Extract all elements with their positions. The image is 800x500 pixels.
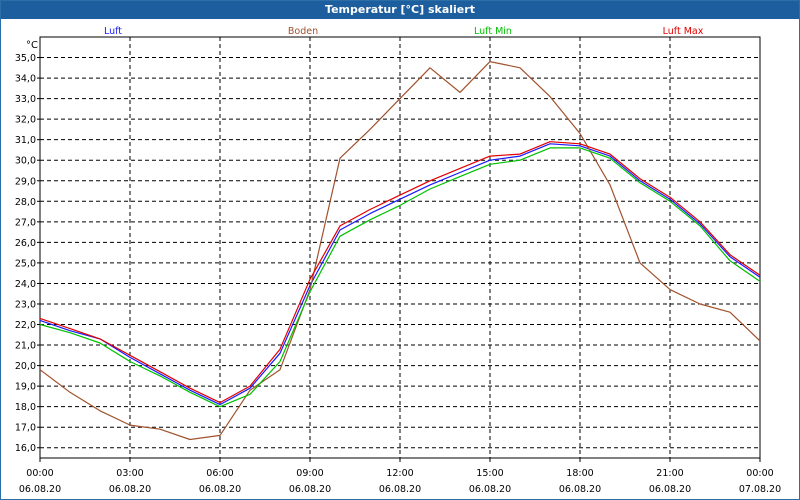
x-tick-date-label: 07.08.20 [739,484,781,495]
y-tick-label: 27,0 [15,217,36,228]
x-tick-time-label: 18:00 [566,468,593,479]
x-tick-time-label: 12:00 [386,468,413,479]
y-tick-label: 19,0 [15,382,36,393]
y-tick-label: 29,0 [15,176,36,187]
x-tick-time-label: 09:00 [296,468,323,479]
x-tick-time-label: 00:00 [746,468,773,479]
y-tick-label: 35,0 [15,53,36,64]
legend-entry: Boden [288,26,318,37]
y-tick-label: 34,0 [15,74,36,85]
grid [40,37,760,458]
x-tick-date-label: 06.08.20 [289,484,331,495]
y-tick-label: 18,0 [15,402,36,413]
y-tick-label: 24,0 [15,279,36,290]
x-tick-time-label: 03:00 [116,468,143,479]
legend-entry: Luft Min [474,26,512,37]
x-tick-date-label: 06.08.20 [379,484,421,495]
axes: 16,0 17,0 18,0 19,0 20,0 21,0 22,0 23,0 24,0 25,0… [15,53,781,495]
series-line-luft [39,143,761,406]
x-tick-date-label: 06.08.20 [199,484,241,495]
legend-entry: Luft [104,26,122,37]
legend: Luft Boden Luft Min Luft Max [104,26,704,37]
y-tick-label: 33,0 [15,94,36,105]
y-tick-label: 17,0 [15,423,36,434]
series-line-luft-min [39,147,761,408]
x-tick-time-label: 15:00 [476,468,503,479]
x-tick-time-label: 06:00 [206,468,233,479]
y-tick-label: 30,0 [15,156,36,167]
y-tick-label: 31,0 [15,135,36,146]
series-line-luft-max [39,141,761,404]
y-tick-label: 32,0 [15,115,36,126]
chart-title: Temperatur [°C] skaliert [1,1,799,19]
x-tick-time-label: 21:00 [656,468,683,479]
y-tick-label: 16,0 [15,443,36,454]
x-tick-date-label: 06.08.20 [559,484,601,495]
x-tick-date-label: 06.08.20 [469,484,511,495]
y-tick-label: 26,0 [15,238,36,249]
y-tick-label: 23,0 [15,299,36,310]
legend-entry: Luft Max [663,26,704,37]
y-tick-label: 22,0 [15,320,36,331]
y-tick-label: 25,0 [15,258,36,269]
x-tick-date-label: 06.08.20 [649,484,691,495]
x-tick-time-label: 00:00 [26,468,53,479]
y-tick-label: 28,0 [15,197,36,208]
y-tick-label: 20,0 [15,361,36,372]
series-line-boden [39,60,761,441]
x-tick-date-label: 06.08.20 [109,484,151,495]
series [39,60,761,441]
y-axis-label: °C [26,40,38,51]
y-tick-label: 21,0 [15,341,36,352]
x-tick-date-label: 06.08.20 [19,484,61,495]
